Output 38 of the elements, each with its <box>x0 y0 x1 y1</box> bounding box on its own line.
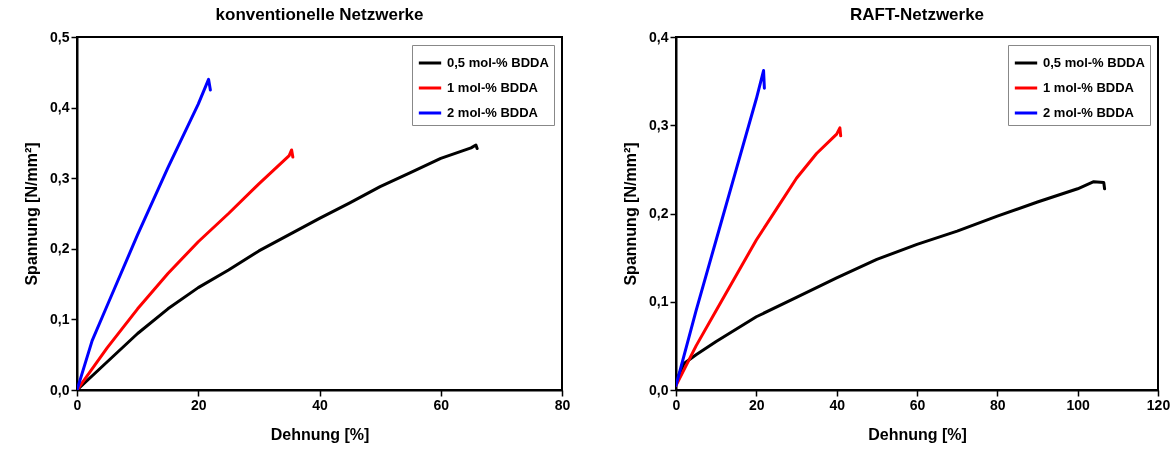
x-tick-label: 40 <box>312 396 328 413</box>
legend-label: 1 mol-% BDDA <box>447 80 539 95</box>
x-tick-label: 0 <box>73 396 82 413</box>
y-tick-label: 0,2 <box>649 205 669 221</box>
y-tick-label: 0,1 <box>649 293 669 310</box>
x-axis-title: Dehnung [%] <box>270 425 370 443</box>
x-tick-label: 40 <box>829 396 846 413</box>
x-tick-label: 60 <box>909 396 926 413</box>
x-tick-label: 120 <box>1146 396 1171 413</box>
y-axis-title: Spannung [N/mm²] <box>23 142 41 286</box>
x-tick-label: 20 <box>190 396 207 413</box>
y-tick-label: 0,0 <box>649 381 669 398</box>
y-tick-label: 0,3 <box>649 116 669 133</box>
legend-label: 1 mol-% BDDA <box>1043 80 1135 95</box>
y-tick-label: 0,5 <box>50 28 70 45</box>
x-tick-label: 80 <box>990 396 1006 413</box>
y-tick-label: 0,4 <box>649 28 669 45</box>
y-tick-label: 0,0 <box>50 381 70 398</box>
y-axis-title: Spannung [N/mm²] <box>622 142 640 286</box>
legend-label: 2 mol-% BDDA <box>1043 105 1135 120</box>
line-series <box>77 148 295 390</box>
legend-label: 2 mol-% BDDA <box>447 105 539 120</box>
y-tick-label: 0,1 <box>50 310 70 327</box>
line-series <box>676 69 766 388</box>
y-tick-label: 0,4 <box>50 99 70 116</box>
x-tick-label: 80 <box>554 396 571 413</box>
chart-title: RAFT-Netzwerke <box>849 5 985 24</box>
x-tick-label: 60 <box>433 396 450 413</box>
x-tick-label: 0 <box>672 396 681 413</box>
line-series <box>77 77 212 390</box>
y-tick-label: 0,2 <box>50 240 70 257</box>
chart-title: konventionelle Netzwerke <box>215 5 424 24</box>
x-axis-title: Dehnung [%] <box>868 425 967 443</box>
x-tick-label: 100 <box>1066 396 1091 413</box>
x-tick-label: 20 <box>749 396 765 413</box>
y-tick-label: 0,3 <box>50 169 70 186</box>
legend-label: 0,5 mol-% BDDA <box>1043 55 1146 70</box>
legend-label: 0,5 mol-% BDDA <box>447 55 550 70</box>
